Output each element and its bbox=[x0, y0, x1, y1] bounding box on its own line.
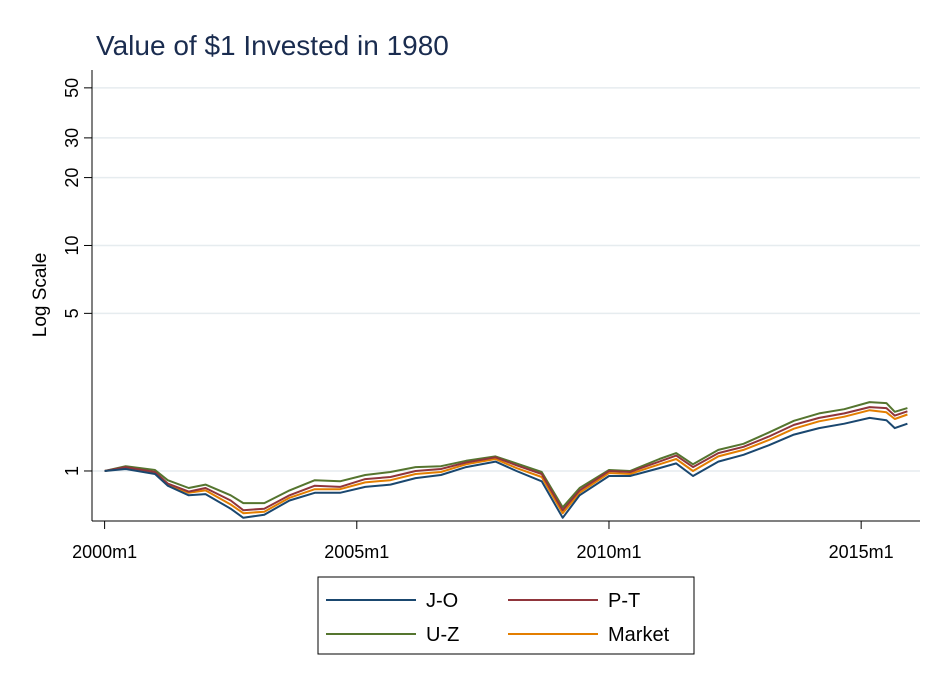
axes: 1 5 10 20 30 50 2000m1 2005m1 2010m1 2015m1 bbox=[62, 70, 920, 562]
grid-lines bbox=[92, 87, 920, 472]
legend-label-j-o: J-O bbox=[426, 590, 458, 612]
x-tick-label: 2005m1 bbox=[324, 542, 389, 562]
legend-label-market: Market bbox=[608, 624, 670, 646]
series-line-market bbox=[104, 409, 908, 515]
series-line-u-z bbox=[104, 401, 908, 509]
legend: J-O P-T U-Z Market bbox=[317, 576, 695, 655]
series-line-p-t bbox=[104, 406, 908, 512]
chart-title: Value of $1 Invested in 1980 bbox=[96, 30, 449, 61]
series-line-j-o bbox=[104, 416, 908, 519]
y-tick-label: 20 bbox=[62, 168, 82, 188]
series-lines bbox=[104, 401, 908, 519]
y-tick-label: 5 bbox=[62, 308, 82, 318]
y-tick-label: 1 bbox=[62, 466, 82, 476]
y-tick-label: 30 bbox=[62, 128, 82, 148]
legend-label-p-t: P-T bbox=[608, 590, 640, 612]
x-tick-label: 2010m1 bbox=[576, 542, 641, 562]
legend-label-u-z: U-Z bbox=[426, 624, 459, 646]
legend-box bbox=[317, 576, 695, 655]
y-tick-label: 50 bbox=[62, 78, 82, 98]
y-tick-label: 10 bbox=[62, 235, 82, 255]
x-tick-label: 2015m1 bbox=[829, 542, 894, 562]
x-tick-label: 2000m1 bbox=[72, 542, 137, 562]
y-axis-label: Log Scale bbox=[30, 253, 51, 338]
